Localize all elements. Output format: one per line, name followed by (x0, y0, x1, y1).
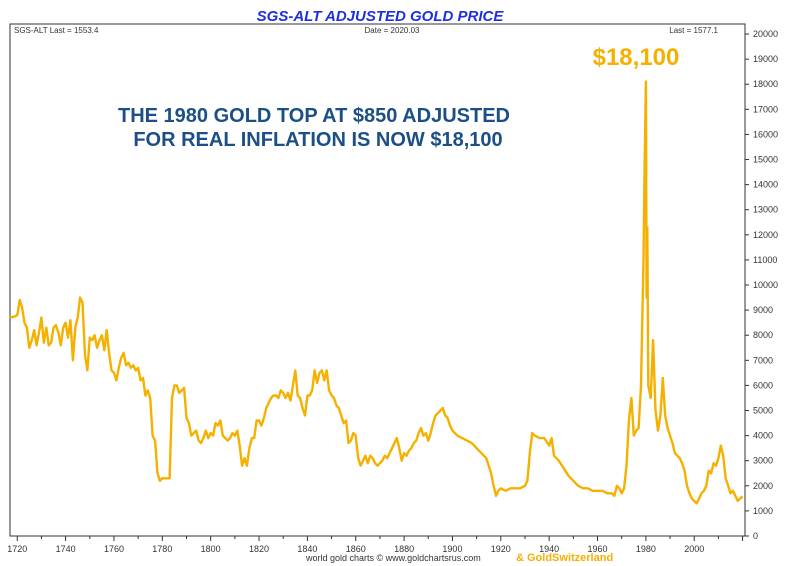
y-tick-label: 4000 (753, 431, 773, 441)
y-tick-label: 18000 (753, 79, 778, 89)
footer-partner: & GoldSwitzerland (516, 552, 613, 564)
chart-title: SGS-ALT ADJUSTED GOLD PRICE (257, 8, 505, 25)
y-tick-label: 13000 (753, 205, 778, 215)
x-tick-label: 1940 (539, 544, 559, 554)
x-tick-label: 1900 (442, 544, 462, 554)
y-tick-label: 14000 (753, 180, 778, 190)
x-tick-label: 1740 (56, 544, 76, 554)
footer-source: world gold charts © www.goldchartsrus.co… (305, 553, 481, 563)
y-axis: 0 1000 2000 3000 4000 5000 6000 7000 8000 9000 100… (745, 29, 778, 541)
header-right: Last = 1577.1 (669, 26, 718, 35)
x-tick-label: 1720 (7, 544, 27, 554)
x-tick-label: 2000 (684, 544, 704, 554)
y-tick-label: 8000 (753, 330, 773, 340)
y-tick-label: 6000 (753, 380, 773, 390)
x-tick-label: 1960 (588, 544, 608, 554)
y-tick-label: 9000 (753, 305, 773, 315)
y-tick-label: 11000 (753, 255, 777, 265)
x-axis: 1720 1740 1760 1780 1800 1820 1840 1860 1880 1900… (7, 536, 744, 554)
y-tick-label: 10000 (753, 280, 778, 290)
y-tick-label: 1000 (753, 506, 773, 516)
gold-price-line (9, 80, 744, 505)
y-tick-label: 15000 (753, 155, 778, 165)
plot-frame (9, 23, 746, 537)
y-tick-label: 20000 (753, 29, 778, 39)
x-tick-label: 1780 (152, 544, 172, 554)
x-tick-label: 1800 (201, 544, 221, 554)
x-tick-label: 1980 (636, 544, 656, 554)
y-tick-label: 0 (753, 531, 758, 541)
y-tick-label: 19000 (753, 54, 778, 64)
x-tick-label: 1860 (346, 544, 366, 554)
x-tick-label: 1820 (249, 544, 269, 554)
y-tick-label: 17000 (753, 104, 778, 114)
y-tick-label: 2000 (753, 481, 773, 491)
y-tick-label: 12000 (753, 230, 778, 240)
x-tick-label: 1760 (104, 544, 124, 554)
annotation-line-2: FOR REAL INFLATION IS NOW $18,100 (133, 129, 502, 151)
y-tick-label: 5000 (753, 406, 773, 416)
x-tick-label: 1840 (297, 544, 317, 554)
header-center: Date = 2020.03 (365, 26, 420, 35)
y-tick-label: 16000 (753, 129, 778, 139)
peak-label: $18,100 (593, 44, 680, 71)
y-tick-label: 7000 (753, 355, 773, 365)
header-left: SGS-ALT Last = 1553.4 (14, 26, 99, 35)
x-tick-label: 1920 (491, 544, 511, 554)
annotation-line-1: THE 1980 GOLD TOP AT $850 ADJUSTED (118, 105, 510, 127)
x-tick-label: 1880 (394, 544, 414, 554)
y-tick-label: 3000 (753, 456, 773, 466)
